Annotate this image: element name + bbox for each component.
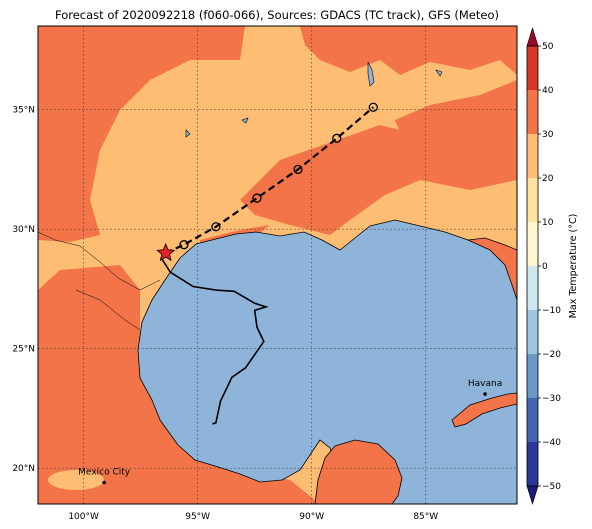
storm-track: [156, 102, 378, 425]
colorbar-band: [527, 266, 538, 310]
map-frame: [37, 25, 518, 505]
map-axis-ticks: 100°W 95°W 90°W 85°W 20°N 25°N 30°N 35°N: [12, 106, 438, 522]
city-marker: [102, 480, 106, 485]
colorbar-tick-label: 10: [542, 218, 554, 228]
past-track-line: [160, 257, 269, 425]
colorbar-tick-label: 0: [542, 262, 548, 272]
colorbar-tick-label: −10: [542, 306, 561, 316]
forecast-point-marker: [332, 133, 342, 143]
colorbar-tick-label: −40: [542, 438, 561, 448]
inland-lakes: [185, 61, 443, 138]
lat-tick-label: 20°N: [12, 464, 35, 474]
forecast-point-marker: [368, 102, 378, 112]
lat-tick-label: 25°N: [12, 345, 35, 355]
colorbar-tick-label: −50: [542, 482, 561, 492]
current-position-star: [156, 242, 176, 262]
forecast-point-marker: [252, 193, 262, 203]
map-panel: [38, 26, 517, 504]
colorbar-extend-high: [526, 26, 539, 47]
colorbar-band: [527, 222, 538, 266]
cuba-island: [451, 392, 517, 428]
lon-tick-label: 90°W: [299, 512, 324, 522]
forecast-point-marker: [293, 164, 303, 175]
temperature-colorbar: 50 40 30 20 10 0 −10 −20 −30 −40 −50: [526, 26, 561, 506]
colorbar-tick-label: −20: [542, 350, 561, 360]
lat-tick-label: 30°N: [12, 225, 35, 235]
city-label: Havana: [468, 379, 502, 389]
yucatan-peninsula: [314, 439, 403, 504]
florida-peninsula: [466, 237, 517, 301]
colorbar-tick-label: 20: [542, 174, 554, 184]
city-marker: [483, 392, 487, 396]
colorbar-band: [527, 90, 538, 134]
colorbar-label: Max Temperature (°C): [568, 214, 579, 319]
lon-tick-label: 95°W: [185, 512, 210, 522]
colorbar-tick-label: 30: [542, 130, 554, 140]
forecast-point-marker: [211, 222, 221, 232]
colorbar-band: [527, 398, 538, 442]
lat-tick-label: 35°N: [12, 106, 35, 116]
colorbar-band: [527, 46, 538, 90]
colorbar-band: [527, 178, 538, 222]
forecast-point-marker: [179, 240, 189, 250]
colorbar-tick-label: 50: [542, 42, 554, 52]
political-borders: [38, 231, 161, 331]
lon-tick-label: 85°W: [413, 512, 438, 522]
colorbar-extend-low: [526, 485, 539, 506]
colorbar-tick-label: 40: [542, 86, 554, 96]
lon-tick-label: 100°W: [68, 512, 99, 522]
colorbar-band: [527, 134, 538, 178]
city-labels: Mexico City Havana: [78, 379, 502, 485]
colorbar-band: [527, 310, 538, 354]
colorbar-tick-label: −30: [542, 394, 561, 404]
figure-title: Forecast of 2020092218 (f060-066), Sourc…: [55, 8, 499, 22]
city-label: Mexico City: [78, 467, 131, 477]
colorbar-band: [527, 442, 538, 486]
colorbar-band: [527, 354, 538, 398]
